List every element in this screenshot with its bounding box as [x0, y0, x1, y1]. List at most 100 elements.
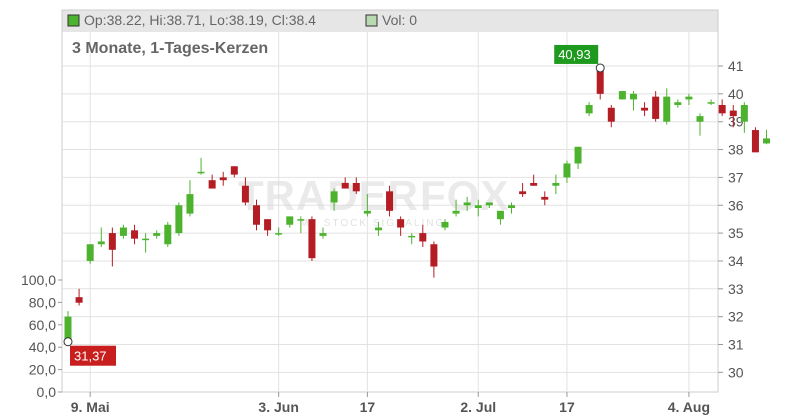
candle — [197, 157, 205, 175]
candle-body — [75, 297, 83, 303]
volume-readout: Vol: 0 — [382, 12, 417, 28]
candle-body — [264, 219, 272, 231]
candle-body — [164, 224, 172, 245]
candle-body — [153, 233, 161, 236]
candle-body — [330, 191, 338, 203]
candle — [585, 102, 593, 117]
candle — [508, 202, 516, 214]
candle — [530, 174, 538, 186]
candle-body — [674, 102, 682, 105]
candle-body — [363, 210, 371, 214]
candle-body — [341, 182, 349, 189]
volume-tick-label: 100,0 — [21, 272, 56, 288]
candle-body — [197, 171, 205, 174]
candle-body — [729, 110, 737, 117]
candle — [685, 93, 693, 105]
candle-body — [585, 104, 593, 114]
candle-body — [707, 102, 715, 104]
volume-axis: 0,0 20,0 40,0 60,0 80,0 100,0 — [21, 272, 62, 400]
candle-body — [740, 104, 748, 122]
candle-body — [607, 107, 615, 122]
candle-body — [618, 91, 626, 100]
candle-body — [652, 96, 660, 119]
candle — [275, 227, 283, 236]
candle — [319, 227, 327, 239]
candle — [408, 233, 416, 245]
candle — [363, 194, 371, 217]
extreme-markers: 40,93 31,37 — [63, 44, 605, 366]
candle — [119, 224, 127, 239]
date-tick-label: 9. Mai — [71, 399, 110, 415]
candle — [153, 230, 161, 239]
price-tick-label: 34 — [728, 253, 744, 269]
candle — [252, 199, 260, 231]
candle-body — [97, 241, 105, 245]
candle-body — [563, 163, 571, 178]
candle-body — [696, 116, 704, 122]
candle-body — [751, 130, 759, 153]
candle — [264, 219, 272, 236]
candle — [86, 244, 94, 264]
candle — [131, 224, 139, 245]
candle-body — [641, 107, 649, 111]
candle — [175, 202, 183, 236]
candle-body — [219, 177, 227, 181]
candle — [208, 174, 216, 189]
price-tick-label: 31 — [728, 337, 744, 353]
candle — [297, 216, 305, 234]
watermark-logo-right: FOX — [420, 172, 509, 219]
candle-body — [485, 202, 493, 206]
candle — [740, 102, 748, 133]
candle — [519, 182, 527, 197]
candle — [541, 191, 549, 206]
candle — [729, 104, 737, 128]
candle — [230, 166, 238, 178]
candle-body — [275, 233, 283, 235]
candle-body — [208, 180, 216, 189]
candle — [763, 129, 771, 145]
candle — [142, 233, 150, 253]
candle — [485, 202, 493, 209]
candle-body — [297, 219, 305, 221]
price-tick-label: 35 — [728, 225, 744, 241]
candle-body — [629, 93, 637, 100]
price-tick-label: 40 — [728, 86, 744, 102]
candle-body — [763, 138, 771, 144]
candle — [641, 102, 649, 117]
candle-body — [142, 238, 150, 241]
candle — [419, 224, 427, 248]
candle — [241, 177, 249, 206]
price-tick-label: 32 — [728, 309, 744, 325]
candle — [696, 113, 704, 136]
candle-body — [441, 221, 449, 228]
price-tick-label: 37 — [728, 169, 744, 185]
date-tick-label: 3. Jun — [258, 399, 298, 415]
high-marker-flag — [554, 44, 599, 64]
volume-tick-label: 20,0 — [29, 362, 56, 378]
candle-body — [64, 316, 72, 342]
date-tick-label: 2. Jul — [460, 399, 496, 415]
candle-body — [241, 185, 249, 203]
legend-band — [62, 10, 718, 32]
candle-body — [319, 233, 327, 236]
candle — [164, 221, 172, 248]
candle — [374, 221, 382, 236]
low-marker-label: 31,37 — [74, 349, 107, 364]
candle — [75, 288, 83, 306]
volume-swatch-icon — [365, 14, 378, 27]
candle-body — [131, 230, 139, 239]
candle — [629, 91, 637, 111]
candlestick-series — [64, 67, 771, 345]
candle-body — [119, 227, 127, 236]
chart-subtitle: 3 Monate, 1-Tages-Kerzen — [72, 40, 268, 57]
candle-body — [230, 166, 238, 175]
ohlc-swatch-icon — [67, 14, 80, 27]
candle — [108, 227, 116, 267]
date-tick-label: 17 — [559, 399, 575, 415]
candle-body — [663, 96, 671, 122]
high-marker-label: 40,93 — [558, 47, 591, 62]
candle-body — [86, 244, 94, 261]
candle-body — [452, 210, 460, 214]
candle-body — [541, 196, 549, 200]
